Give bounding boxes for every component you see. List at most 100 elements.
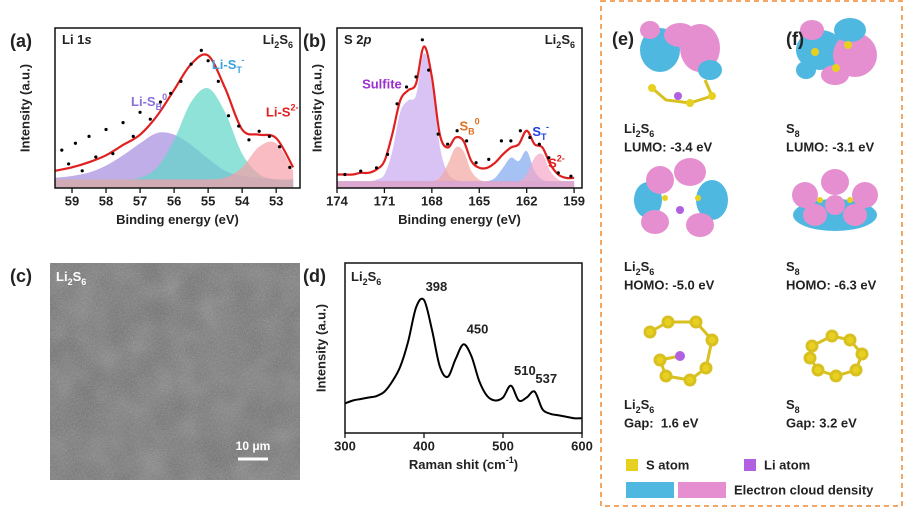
text-part: T (236, 66, 242, 76)
text-part: S (532, 124, 541, 139)
compound-label: Li2S6 (351, 269, 381, 287)
data-point (487, 157, 491, 161)
data-point (73, 141, 78, 145)
text-part: S (548, 156, 557, 171)
s8-homo (792, 169, 878, 231)
x-axis-label: Raman shit (cm-1) (409, 455, 518, 472)
data-point (111, 151, 115, 156)
data-point (267, 134, 271, 138)
text-part: Li 1 (62, 32, 84, 47)
li2s6-homo (634, 158, 728, 237)
panel-label: (a) (10, 31, 32, 51)
data-point (359, 169, 363, 173)
data-point (455, 129, 459, 133)
cloud-swatch (626, 482, 674, 498)
data-point (499, 139, 503, 143)
data-point (465, 139, 469, 143)
peak-annotation: 510 (514, 363, 536, 378)
text-part: Sulfite (362, 77, 402, 92)
data-point (556, 171, 560, 175)
data-point (404, 85, 409, 89)
data-point (189, 62, 193, 66)
peak-label: ST- (532, 122, 549, 142)
text-part: S (279, 32, 288, 47)
x-tick-label: 55 (201, 193, 215, 208)
data-point (436, 132, 440, 136)
legend-label: Li atom (764, 457, 810, 472)
plot-area (337, 38, 575, 188)
peak-label: Li-S2- (266, 103, 299, 120)
peak-area (55, 87, 294, 188)
text-part: Li (56, 269, 68, 284)
data-point (420, 38, 424, 42)
peak-annotation: 450 (467, 322, 489, 337)
data-point (518, 129, 522, 133)
data-point (343, 172, 347, 177)
text-part: 6 (81, 277, 86, 287)
energy-label: HOMO: -5.0 eV (624, 277, 715, 292)
text-part: Binding energy (eV) (116, 212, 239, 227)
text-part: - (241, 56, 244, 66)
text-part: s (84, 32, 91, 47)
molecule-label: Li2S6 (624, 397, 654, 415)
text-part: 8 (795, 267, 800, 277)
x-tick-label: 171 (374, 193, 396, 208)
data-point (131, 134, 135, 138)
data-point (169, 91, 173, 95)
s8-structure (803, 329, 869, 383)
text-part: Binding energy (eV) (398, 212, 521, 227)
data-point (385, 152, 390, 156)
text-part: 2 (363, 277, 368, 287)
text-part: Li (624, 259, 636, 274)
legend-label: Electron cloud density (734, 482, 874, 497)
legend-label: S atom (646, 457, 689, 472)
text-part: 2 (636, 267, 641, 277)
panel-label: (c) (10, 266, 32, 286)
data-point (547, 156, 551, 160)
text-part: T (541, 132, 547, 142)
peak-label: S2- (548, 154, 565, 171)
data-point (121, 121, 125, 125)
data-point (179, 79, 183, 83)
data-point (226, 114, 231, 118)
x-tick-label: 57 (133, 193, 147, 208)
molecule-label: S8 (786, 121, 800, 139)
text-part: S (786, 121, 795, 136)
data-point (87, 134, 91, 138)
x-tick-label: 59 (65, 193, 79, 208)
data-point (104, 127, 108, 132)
text-part: -1 (506, 455, 514, 465)
x-tick-label: 174 (326, 193, 348, 208)
compound-label: Li2S6 (263, 32, 293, 50)
li2s6-lumo (640, 21, 722, 107)
peak-label: Li-ST- (212, 56, 245, 76)
text-part: 0 (162, 92, 167, 102)
data-point (537, 142, 541, 146)
energy-label: Gap: 1.6 eV (624, 415, 699, 430)
text-part: ) (514, 457, 518, 472)
panel-label: (d) (303, 266, 326, 286)
text-part: 8 (795, 405, 800, 415)
data-point (446, 142, 450, 146)
peak-annotation: 398 (426, 279, 448, 294)
x-tick-label: 54 (235, 193, 250, 208)
text-part: S (786, 397, 795, 412)
data-point (80, 169, 84, 173)
x-tick-label: 168 (421, 193, 443, 208)
text-part: S (459, 119, 468, 134)
text-part: 8 (795, 129, 800, 139)
data-point (138, 110, 142, 114)
curve (337, 45, 575, 180)
x-tick-label: 56 (167, 193, 181, 208)
text-part: 2 (556, 40, 561, 50)
text-part: 2- (557, 154, 565, 164)
energy-label: LUMO: -3.4 eV (624, 139, 712, 154)
panel-frame (600, 0, 903, 507)
peak-area (55, 141, 294, 188)
molecule-label: S8 (786, 397, 800, 415)
text-part: 6 (649, 267, 654, 277)
text-part: 6 (376, 277, 381, 287)
data-point (257, 129, 261, 133)
text-part: S (368, 269, 377, 284)
x-tick-label: 159 (563, 193, 585, 208)
